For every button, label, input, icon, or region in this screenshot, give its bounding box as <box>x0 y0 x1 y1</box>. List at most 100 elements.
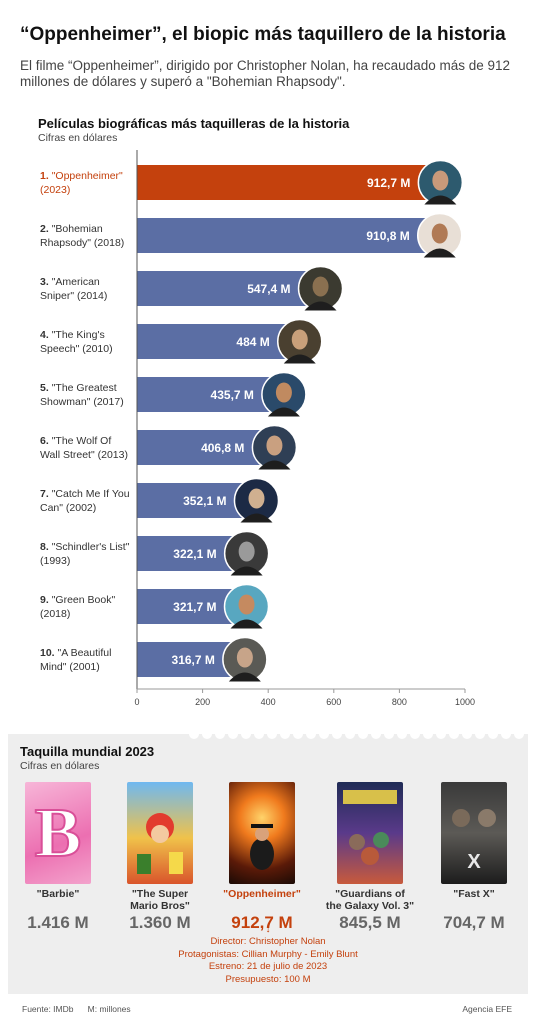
x-tick-label-800: 800 <box>392 697 407 707</box>
bar-value-label-8: 322,1 M <box>173 547 216 561</box>
lead-paragraph: El filme “Oppenheimer”, dirigido por Chr… <box>20 58 511 89</box>
category-label-6: 6. "The Wolf Of <box>40 435 111 447</box>
x-tick-label-200: 200 <box>195 697 210 707</box>
portrait-body-7 <box>240 513 273 523</box>
scallop-dot <box>280 729 290 739</box>
portrait-face-10 <box>236 647 253 668</box>
scallop-dot <box>267 729 277 739</box>
movie-name: "Barbie" <box>36 888 80 900</box>
portrait-body-10 <box>228 672 261 682</box>
oppenheimer-details: Director: Christopher Nolan Protagonista… <box>148 936 388 986</box>
bar-3 <box>137 271 317 306</box>
movie-oppenheimer: "Oppenheimer" 912,7 M <box>214 782 310 933</box>
bar-value-label-3: 547,4 M <box>247 282 290 296</box>
scallop-dot <box>189 729 199 739</box>
category-label-2: 2. "Bohemian <box>40 223 103 235</box>
portrait-face-2 <box>431 223 448 244</box>
category-label-line2-2: Rhapsody" (2018) <box>40 237 124 249</box>
scallop-dot <box>358 729 368 739</box>
category-label-8: 8. "Schindler's List" <box>40 541 130 553</box>
portrait-body-1 <box>424 195 457 205</box>
movie-name: "Fast X" <box>453 888 495 900</box>
movie-name: "Oppenheimer" <box>223 888 301 900</box>
bar-value-label-10: 316,7 M <box>172 653 215 667</box>
scallop-dot <box>462 729 472 739</box>
scallop-dot <box>254 729 264 739</box>
portrait-body-8 <box>230 566 263 576</box>
footer-source: Fuente: IMDb M: millones <box>22 1004 131 1014</box>
scallop-dot <box>436 729 446 739</box>
svg-text:B: B <box>35 795 82 872</box>
movie-super-mario: "The Super Mario Bros" 1.360 M <box>112 782 208 933</box>
scallop-dot <box>332 729 342 739</box>
movie-name: "Guardians of the Galaxy Vol. 3" <box>325 888 415 912</box>
movie-value: 1.360 M <box>129 913 191 932</box>
category-label-5: 5. "The Greatest <box>40 382 117 394</box>
scallop-dot <box>293 729 303 739</box>
category-label-line2-1: (2023) <box>40 184 70 196</box>
movie-value: 845,5 M <box>339 913 401 932</box>
cast-text: Protagonistas: Cillian Murphy - Emily Bl… <box>178 948 358 960</box>
bar-2 <box>137 218 436 253</box>
portrait-face-8 <box>238 541 255 562</box>
portrait-body-9 <box>230 619 263 629</box>
scallop-dot <box>410 729 420 739</box>
bar-value-label-4: 484 M <box>236 335 269 349</box>
scallop-dot <box>501 729 511 739</box>
category-label-4: 4. "The King's <box>40 329 105 341</box>
scallop-dot <box>202 729 212 739</box>
category-label-line2-9: (2018) <box>40 608 70 620</box>
scallop-dot <box>423 729 433 739</box>
oppenheimer-poster-image <box>229 782 295 884</box>
portrait-body-2 <box>423 248 456 258</box>
category-label-line2-10: Mind" (2001) <box>40 661 100 673</box>
movie-fast-x: X "Fast X" 704,7 M <box>426 782 522 933</box>
panel-scallop-edge <box>189 729 524 739</box>
portrait-face-3 <box>312 276 329 297</box>
scallop-dot <box>345 729 355 739</box>
category-label-line2-6: Wall Street" (2013) <box>40 449 128 461</box>
bar-value-label-7: 352,1 M <box>183 494 226 508</box>
bar-7 <box>137 483 253 518</box>
scallop-dot <box>384 729 394 739</box>
category-label-9: 9. "Green Book" <box>40 594 115 606</box>
category-label-1: 1. "Oppenheimer" <box>40 170 123 182</box>
chart-title: Películas biográficas más taquilleras de… <box>38 116 350 131</box>
scallop-dot <box>371 729 381 739</box>
barbie-poster-image: B <box>25 782 91 884</box>
bar-value-label-1: 912,7 M <box>367 176 410 190</box>
x-tick-label-400: 400 <box>261 697 276 707</box>
category-label-line2-5: Showman" (2017) <box>40 396 124 408</box>
scallop-dot <box>241 729 251 739</box>
portrait-face-1 <box>432 170 449 191</box>
svg-text:X: X <box>467 851 481 873</box>
x-tick-label-1000: 1000 <box>455 697 475 707</box>
bar-4 <box>137 324 296 359</box>
category-label-line2-8: (1993) <box>40 555 70 567</box>
portrait-body-3 <box>304 301 337 311</box>
portrait-body-4 <box>283 354 316 364</box>
bar-1 <box>137 165 437 200</box>
bar-value-label-2: 910,8 M <box>366 229 409 243</box>
category-label-3: 3. "American <box>40 276 100 288</box>
movie-name: "The Super Mario Bros" <box>130 888 190 912</box>
scallop-dot <box>397 729 407 739</box>
fast-x-poster-image: X <box>441 782 507 884</box>
chart-subtitle: Cifras en dólares <box>38 132 118 144</box>
portrait-body-5 <box>267 407 300 417</box>
movie-value: 912,7 M <box>231 913 293 932</box>
biopic-bar-chart: 912,7 M 1. "Oppenheimer" (2023) 910,8 M 2. "… <box>40 150 475 707</box>
scallop-dot <box>488 729 498 739</box>
box-office-2023-panel: Taquilla mundial 2023 Cifras en dólares … <box>8 729 528 994</box>
bar-value-label-6: 406,8 M <box>201 441 244 455</box>
category-label-line2-3: Sniper" (2014) <box>40 290 107 302</box>
portrait-face-4 <box>291 329 308 350</box>
category-label-7: 7. "Catch Me If You <box>40 488 130 500</box>
bar-value-label-5: 435,7 M <box>211 388 254 402</box>
release-text: Estreno: 21 de julio de 2023 <box>208 961 328 972</box>
portrait-face-9 <box>238 594 255 615</box>
portrait-face-6 <box>266 435 283 456</box>
movie-value: 704,7 M <box>443 913 505 932</box>
category-label-line2-4: Speech" (2010) <box>40 343 113 355</box>
category-label-10: 10. "A Beautiful <box>40 647 111 659</box>
